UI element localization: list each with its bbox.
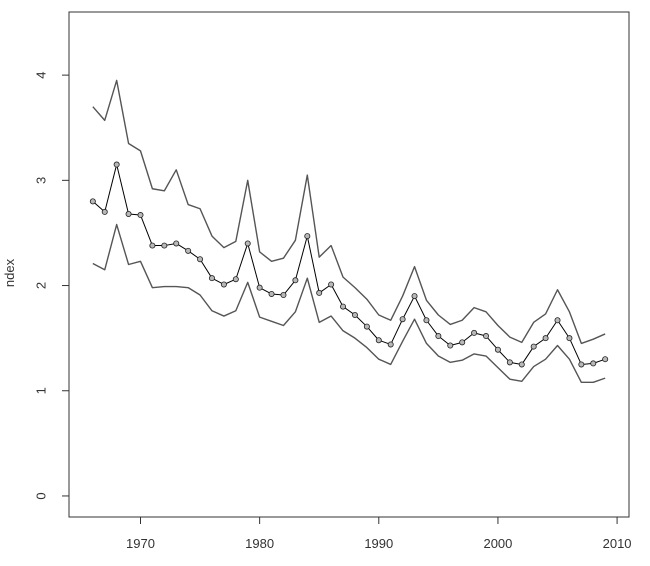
data-point — [208, 275, 215, 282]
data-point — [113, 161, 120, 168]
y-tick-label: 0 — [33, 492, 48, 499]
data-point — [483, 333, 490, 340]
data-point — [399, 316, 406, 323]
marker-layer — [89, 161, 609, 368]
y-tick-label: 3 — [33, 177, 48, 184]
data-point — [542, 335, 549, 342]
x-tick-label: 1990 — [364, 536, 393, 551]
data-point — [518, 361, 525, 368]
data-point — [387, 341, 394, 348]
data-point — [185, 247, 192, 254]
x-tick-label: 1970 — [126, 536, 155, 551]
data-point — [530, 343, 537, 350]
series-layer — [92, 79, 606, 384]
data-point — [280, 292, 287, 299]
data-point — [506, 359, 513, 366]
plot-frame — [68, 11, 630, 518]
y-axis: 0 1 2 3 4 — [33, 72, 69, 500]
data-point — [566, 335, 573, 342]
data-point — [554, 317, 561, 324]
data-point — [316, 289, 323, 296]
series-line-lower — [92, 223, 606, 384]
y-tick-label: 2 — [33, 282, 48, 289]
data-point — [471, 329, 478, 336]
data-point — [590, 360, 597, 367]
data-point — [494, 346, 501, 353]
data-point — [340, 303, 347, 310]
data-point — [137, 212, 144, 219]
data-point — [232, 276, 239, 283]
data-point — [197, 256, 204, 263]
data-point — [375, 337, 382, 344]
data-point — [602, 356, 609, 363]
x-tick-label: 2000 — [483, 536, 512, 551]
data-point — [256, 284, 263, 291]
data-point — [578, 361, 585, 368]
data-point — [328, 281, 335, 288]
data-point — [101, 208, 108, 215]
data-point — [149, 242, 156, 249]
x-tick-label: 1980 — [245, 536, 274, 551]
data-point — [268, 290, 275, 297]
data-point — [173, 240, 180, 247]
data-point — [447, 342, 454, 349]
data-point — [423, 317, 430, 324]
data-point — [125, 210, 132, 217]
series-line-upper — [92, 79, 606, 345]
y-tick-label: 1 — [33, 387, 48, 394]
data-point — [363, 323, 370, 330]
data-point — [244, 240, 251, 247]
data-point — [411, 293, 418, 300]
y-axis-title: ndex — [2, 258, 17, 287]
data-point — [304, 233, 311, 240]
data-point — [161, 242, 168, 249]
x-tick-label: 2010 — [603, 536, 632, 551]
data-point — [292, 277, 299, 284]
data-point — [220, 281, 227, 288]
data-point — [435, 333, 442, 340]
data-point — [459, 339, 466, 346]
x-axis: 1970 1980 1990 2000 2010 — [126, 517, 632, 551]
y-tick-label: 4 — [33, 72, 48, 79]
data-point — [89, 198, 96, 205]
data-point — [351, 311, 358, 318]
